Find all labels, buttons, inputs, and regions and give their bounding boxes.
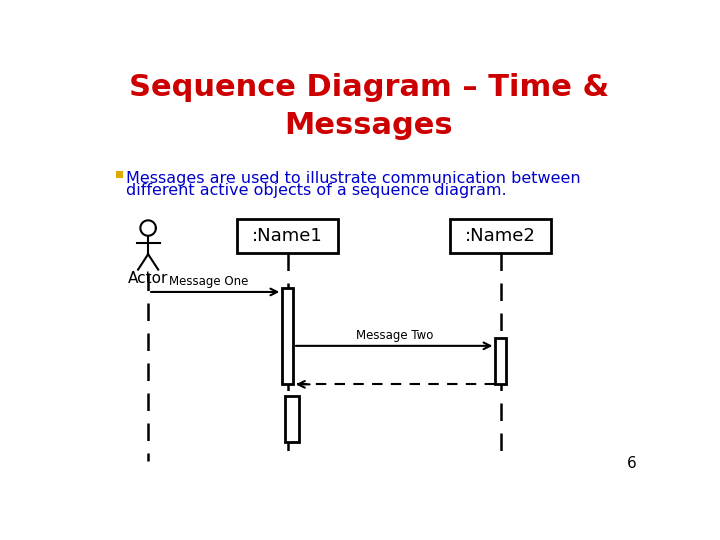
Text: Message One: Message One bbox=[168, 275, 248, 288]
Bar bbox=[282, 288, 293, 384]
Text: different active objects of a sequence diagram.: different active objects of a sequence d… bbox=[127, 184, 507, 198]
Text: Sequence Diagram – Time &
Messages: Sequence Diagram – Time & Messages bbox=[129, 72, 609, 140]
Text: :Name2: :Name2 bbox=[465, 227, 536, 245]
Bar bbox=[116, 171, 122, 178]
Bar bbox=[238, 219, 338, 253]
Text: Messages are used to illustrate communication between: Messages are used to illustrate communic… bbox=[127, 171, 581, 186]
Text: Message Two: Message Two bbox=[356, 329, 433, 342]
Text: :Name1: :Name1 bbox=[252, 227, 323, 245]
Bar bbox=[451, 219, 551, 253]
Text: Actor: Actor bbox=[128, 271, 168, 286]
Bar bbox=[285, 396, 300, 442]
Bar bbox=[495, 338, 506, 384]
Text: 6: 6 bbox=[626, 456, 636, 471]
